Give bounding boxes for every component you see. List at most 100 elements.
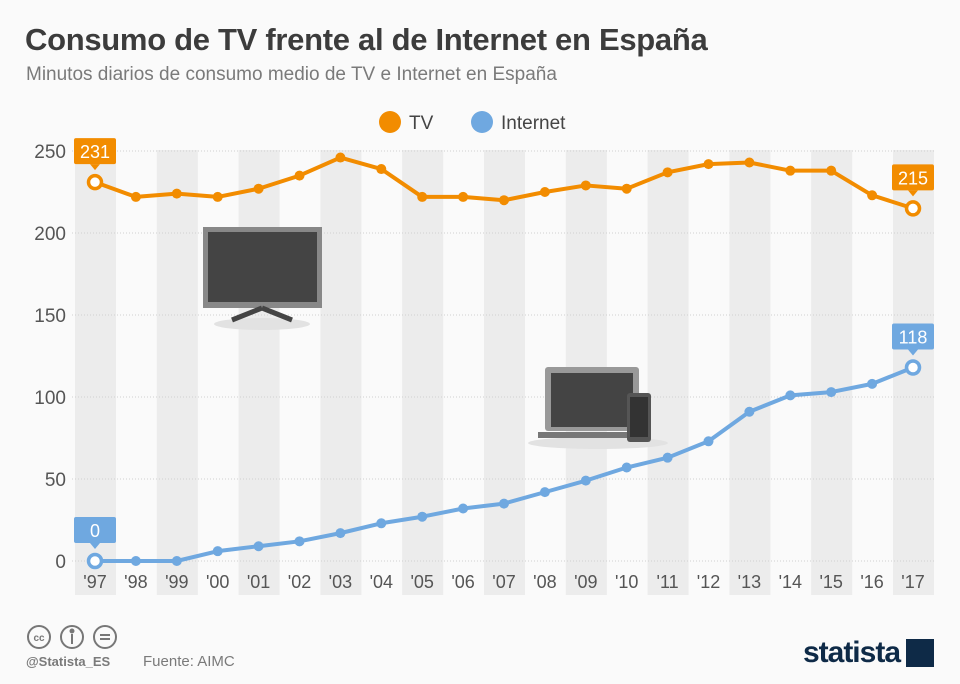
y-tick-label: 200 [34, 224, 66, 245]
x-tick-label: '01 [247, 572, 270, 592]
x-tick-label: '17 [901, 572, 924, 592]
data-label: 0 [90, 521, 100, 541]
data-point [621, 183, 632, 194]
data-point [294, 170, 305, 181]
by-icon [60, 625, 84, 649]
tv-shadow [214, 318, 310, 330]
data-point [703, 159, 714, 170]
data-point [539, 187, 550, 197]
x-tick-label: '16 [860, 572, 883, 592]
stripe [402, 150, 444, 595]
legend-label: Internet [501, 113, 566, 134]
x-tick-label: '06 [451, 572, 474, 592]
laptop-base [538, 432, 646, 438]
stripe [647, 150, 689, 595]
data-point [376, 164, 387, 175]
data-label: 118 [899, 327, 928, 347]
data-label-box [892, 164, 934, 191]
data-label-pointer [90, 164, 100, 171]
data-point [867, 378, 878, 389]
data-point [335, 528, 346, 539]
data-label-box [74, 517, 116, 543]
x-tick-label: '97 [83, 572, 106, 592]
data-point [171, 188, 182, 199]
data-point [744, 406, 755, 417]
x-tick-label: '07 [492, 572, 515, 592]
data-point [171, 556, 182, 566]
y-tick-label: 250 [34, 142, 66, 163]
data-point [335, 152, 346, 163]
data-point [130, 191, 141, 202]
x-tick-label: '02 [288, 572, 311, 592]
data-point [785, 165, 796, 176]
data-point [212, 191, 223, 202]
x-tick-label: '12 [697, 572, 720, 592]
data-point [580, 180, 591, 191]
data-point [458, 503, 469, 514]
legend-marker [471, 111, 493, 133]
data-point [539, 487, 550, 498]
data-label-box [74, 138, 116, 165]
data-point [904, 359, 922, 376]
stripe [238, 150, 280, 595]
stripe [156, 150, 198, 595]
stripe [811, 150, 853, 595]
data-point [458, 191, 469, 202]
x-tick-label: '05 [410, 572, 433, 592]
statista-logo[interactable]: statista [803, 636, 934, 670]
twitter-handle[interactable]: @Statista_ES [26, 654, 111, 669]
data-point [86, 173, 104, 191]
data-label-pointer [908, 349, 918, 356]
svg-text:cc: cc [33, 633, 45, 644]
statista-mark-icon [906, 639, 934, 667]
cc-icon: cc [27, 625, 51, 649]
data-point [785, 390, 796, 401]
data-point [376, 518, 387, 529]
data-label: 215 [898, 168, 928, 188]
laptop-screen [551, 373, 633, 427]
x-tick-label: '09 [574, 572, 597, 592]
data-point [253, 541, 264, 552]
x-tick-label: '04 [370, 572, 393, 592]
legend-marker [379, 111, 401, 133]
tv-screen [208, 232, 317, 302]
x-tick-label: '11 [657, 572, 679, 592]
data-label-pointer [90, 543, 100, 549]
y-tick-label: 50 [45, 470, 66, 491]
x-tick-label: '98 [124, 572, 147, 592]
x-tick-label: '13 [738, 572, 761, 592]
x-tick-label: '03 [329, 572, 352, 592]
stripe [320, 150, 362, 595]
data-point [212, 546, 223, 557]
x-tick-label: '10 [615, 572, 638, 592]
data-point [499, 195, 509, 206]
x-tick-label: '08 [533, 572, 556, 592]
data-point [826, 387, 837, 398]
data-point [662, 167, 673, 178]
data-point [580, 475, 591, 486]
data-point [499, 498, 509, 509]
y-tick-label: 0 [55, 552, 66, 573]
x-tick-label: '99 [165, 572, 188, 592]
data-point [621, 462, 632, 473]
data-point [130, 556, 141, 566]
data-label-box [892, 323, 934, 350]
legend-label: TV [409, 113, 434, 134]
data-point [662, 452, 673, 463]
x-tick-label: '14 [779, 572, 802, 592]
x-tick-label: '00 [206, 572, 229, 592]
stripe [729, 150, 771, 595]
chart-title: Consumo de TV frente al de Internet en E… [25, 22, 708, 57]
y-tick-label: 100 [34, 388, 66, 409]
data-point [744, 157, 755, 168]
data-label: 231 [80, 142, 110, 162]
data-point [417, 191, 428, 202]
source-note: Fuente: AIMC [143, 653, 235, 670]
data-point [867, 190, 878, 201]
brand-name: statista [802, 636, 901, 669]
data-point [904, 200, 922, 217]
chart-subtitle: Minutos diarios de consumo medio de TV e… [26, 64, 557, 85]
license-icons: cc [26, 624, 126, 655]
